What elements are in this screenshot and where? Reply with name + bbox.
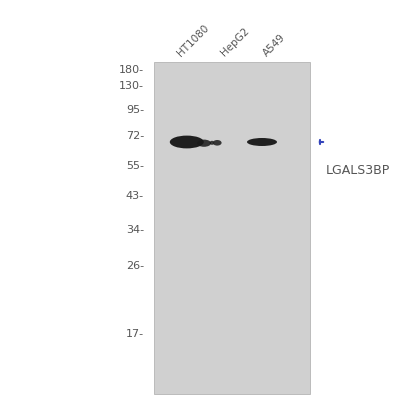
Bar	[154, 62, 310, 394]
Text: 34-: 34-	[126, 225, 144, 235]
Text: 130-: 130-	[119, 81, 144, 91]
Text: LGALS3BP: LGALS3BP	[326, 164, 390, 177]
Text: 26-: 26-	[126, 261, 144, 271]
Text: 55-: 55-	[126, 161, 144, 171]
Text: HepG2: HepG2	[219, 26, 251, 58]
Text: 17-: 17-	[126, 329, 144, 339]
Text: HT1080: HT1080	[175, 22, 210, 58]
Ellipse shape	[197, 140, 211, 147]
Text: 43-: 43-	[126, 191, 144, 201]
Text: 180-: 180-	[119, 65, 144, 75]
Ellipse shape	[170, 136, 204, 148]
Ellipse shape	[213, 140, 222, 146]
Text: 72-: 72-	[126, 131, 144, 141]
Ellipse shape	[247, 138, 277, 146]
Text: 95-: 95-	[126, 105, 144, 115]
Ellipse shape	[210, 141, 214, 145]
Text: A549: A549	[261, 32, 287, 58]
